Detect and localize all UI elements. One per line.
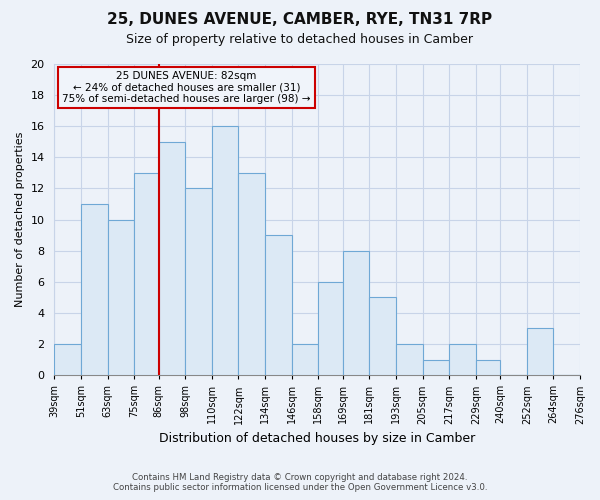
Bar [212, 126, 238, 375]
Bar [396, 344, 422, 375]
Bar [238, 173, 265, 375]
Bar [81, 204, 107, 375]
Bar [158, 142, 185, 375]
Bar [265, 235, 292, 375]
Text: Size of property relative to detached houses in Camber: Size of property relative to detached ho… [127, 32, 473, 46]
Text: 25 DUNES AVENUE: 82sqm
← 24% of detached houses are smaller (31)
75% of semi-det: 25 DUNES AVENUE: 82sqm ← 24% of detached… [62, 70, 311, 104]
X-axis label: Distribution of detached houses by size in Camber: Distribution of detached houses by size … [159, 432, 475, 445]
Bar [185, 188, 212, 375]
Bar [55, 344, 81, 375]
Text: 25, DUNES AVENUE, CAMBER, RYE, TN31 7RP: 25, DUNES AVENUE, CAMBER, RYE, TN31 7RP [107, 12, 493, 28]
Bar [292, 344, 319, 375]
Bar [107, 220, 134, 375]
Y-axis label: Number of detached properties: Number of detached properties [15, 132, 25, 308]
Bar [343, 250, 370, 375]
Bar [134, 173, 158, 375]
Bar [370, 298, 396, 375]
Bar [422, 360, 449, 375]
Bar [527, 328, 553, 375]
Text: Contains HM Land Registry data © Crown copyright and database right 2024.
Contai: Contains HM Land Registry data © Crown c… [113, 473, 487, 492]
Bar [476, 360, 500, 375]
Bar [449, 344, 476, 375]
Bar [319, 282, 343, 375]
